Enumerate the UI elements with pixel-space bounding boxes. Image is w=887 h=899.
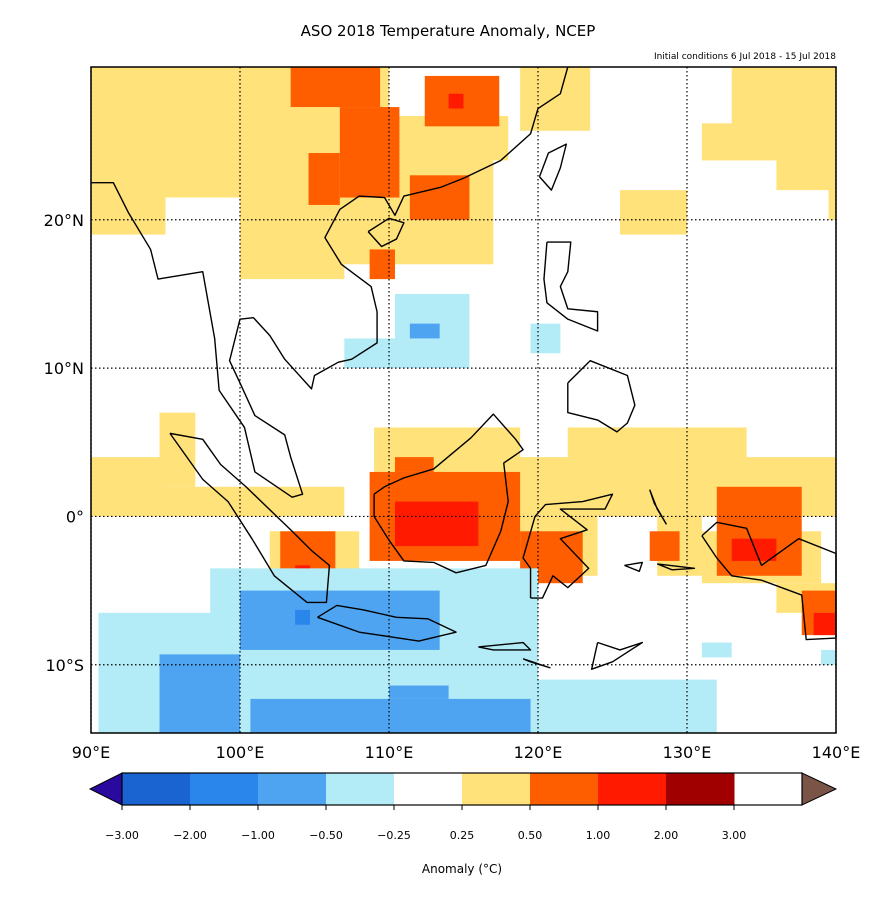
- colorbar-tick-label: 0.50: [518, 829, 543, 842]
- figure-subtitle: Initial conditions 6 Jul 2018 - 15 Jul 2…: [654, 52, 836, 62]
- coastline: [373, 413, 524, 574]
- anomaly-cell: [339, 107, 400, 198]
- coastline: [478, 641, 532, 651]
- coastline: [649, 489, 667, 525]
- anomaly-cell: [409, 175, 470, 220]
- anomaly-cell: [731, 538, 777, 561]
- anomaly-cell: [649, 531, 680, 561]
- colorbar-tick-label: −0.50: [309, 829, 343, 842]
- anomaly-cell: [91, 457, 166, 517]
- colorbar-tick-label: 3.00: [722, 829, 747, 842]
- coastlines: [91, 66, 837, 670]
- anomaly-cell: [716, 486, 802, 576]
- anomaly-cell: [821, 649, 836, 665]
- colorbar-tick-label: −2.00: [173, 829, 207, 842]
- lat-tick-labels: 20°N 10°N 0° 10°S: [44, 211, 84, 675]
- colorbar-segment: [462, 773, 531, 805]
- anomaly-cell: [776, 160, 836, 191]
- colorbar-tick-label: 1.00: [586, 829, 611, 842]
- anomaly-cell: [240, 590, 440, 650]
- anomaly-cell: [828, 67, 836, 220]
- lon-tick-label: 110°E: [365, 743, 414, 762]
- colorbar-tick-label: 2.00: [654, 829, 679, 842]
- colorbar-extend-max: [801, 772, 838, 806]
- lat-tick-label: 10°N: [44, 359, 84, 378]
- coastline: [543, 241, 599, 332]
- colorbar-segment: [190, 773, 259, 805]
- anomaly-cell: [295, 609, 311, 625]
- colorbar-segment: [258, 773, 327, 805]
- anomaly-cell: [165, 486, 345, 517]
- map-frame: [90, 66, 837, 734]
- anomaly-cell: [701, 642, 732, 658]
- anomaly-cell: [448, 93, 464, 109]
- colorbar-segment: [530, 773, 599, 805]
- lat-tick-label: 20°N: [44, 211, 84, 230]
- colorbar-tick-labels: −3.00 −2.00 −1.00 −0.50 −0.25 0.25 0.50 1.00 2.0…: [105, 805, 746, 842]
- anomaly-cell: [308, 153, 340, 205]
- lat-tick-label: 0°: [66, 507, 84, 526]
- colorbar-tick-label: −3.00: [105, 829, 139, 842]
- anomaly-cell: [394, 501, 479, 547]
- anomaly-cell: [389, 685, 449, 699]
- coastline: [538, 143, 568, 191]
- anomaly-cell: [520, 67, 591, 131]
- anomaly-cell: [813, 612, 836, 636]
- coastline: [590, 641, 643, 670]
- anomaly-cell: [344, 338, 395, 369]
- colorbar-extend-min: [88, 772, 123, 806]
- colorbar-tick-label: 0.25: [450, 829, 475, 842]
- coastline: [169, 432, 331, 604]
- lon-tick-label: 130°E: [663, 743, 712, 762]
- anomaly-cell: [619, 190, 687, 235]
- anomaly-cell: [538, 679, 717, 733]
- anomaly-cell: [159, 654, 240, 733]
- coastline: [522, 493, 614, 599]
- lat-tick-label: 10°S: [45, 656, 84, 675]
- coastline: [624, 561, 643, 573]
- anomaly-cell: [159, 412, 196, 487]
- coastline: [656, 563, 696, 571]
- colorbar-segment: [598, 773, 667, 805]
- colorbar-segment: [326, 773, 395, 805]
- lon-tick-label: 90°E: [72, 743, 110, 762]
- anomaly-cell: [290, 67, 381, 108]
- coastline: [367, 217, 405, 248]
- coastline: [317, 604, 457, 642]
- anomaly-cells: [91, 67, 836, 733]
- lon-tick-label: 120°E: [514, 743, 563, 762]
- anomaly-cell: [530, 323, 561, 354]
- anomaly-cell: [409, 323, 440, 339]
- coastline: [91, 66, 569, 498]
- anomaly-cell: [731, 67, 836, 131]
- colorbar-segment: [394, 773, 463, 805]
- lon-tick-labels: 90°E 100°E 110°E 120°E 130°E 140°E: [72, 743, 861, 762]
- coastline: [567, 359, 636, 433]
- anomaly-cell: [250, 698, 531, 733]
- anomaly-cell: [369, 249, 395, 280]
- colorbar-label: Anomaly (°C): [422, 862, 502, 876]
- anomaly-cell: [394, 457, 434, 472]
- lon-tick-label: 100°E: [216, 743, 265, 762]
- colorbar: [88, 772, 838, 806]
- colorbar-tick-label: −1.00: [241, 829, 275, 842]
- colorbar-segment: [666, 773, 735, 805]
- figure-title: ASO 2018 Temperature Anomaly, NCEP: [301, 22, 596, 40]
- colorbar-tick-label: −0.25: [377, 829, 411, 842]
- colorbar-segment: [122, 773, 191, 805]
- lon-tick-label: 140°E: [812, 743, 861, 762]
